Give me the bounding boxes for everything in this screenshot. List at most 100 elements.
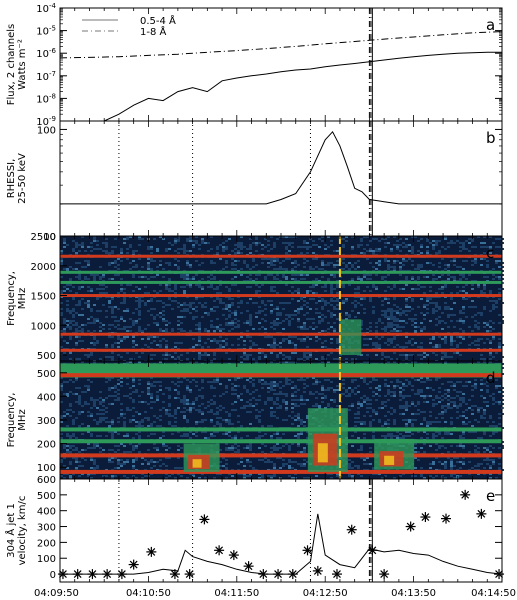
panel-e-series — [60, 513, 503, 575]
x-tick-label: 04:13:50 — [391, 588, 436, 599]
svg-text:25-50 keV: 25-50 keV — [17, 153, 28, 204]
panel-c-freq-line — [60, 270, 502, 274]
panel-letter-e: e — [486, 487, 495, 505]
panel-d-freq-line — [60, 427, 502, 432]
panel-e-tick-label: 200 — [37, 538, 56, 549]
panel-a-series-1-8 — [59, 31, 503, 59]
panel-letter-c: c — [486, 244, 494, 262]
panel-e-marker — [214, 545, 225, 556]
panel-b-tick-label: 10 — [43, 232, 56, 243]
panel-d-tick-label: 400 — [37, 392, 56, 403]
panel-a-tick-label: 10-4 — [36, 2, 56, 15]
svg-text:MHz: MHz — [17, 288, 28, 309]
svg-text:Frequency,: Frequency, — [6, 271, 17, 326]
panel-e-marker — [441, 513, 452, 524]
panel-d-burst-peak — [384, 455, 395, 465]
panel-e-frame — [59, 478, 503, 583]
panel-e-marker — [169, 569, 180, 580]
panel-e-marker — [258, 569, 269, 580]
panel-e-tick-label: 600 — [37, 475, 56, 486]
panel-c-tick-label: 2000 — [31, 262, 56, 273]
panel-letter-d: d — [486, 369, 496, 387]
panel-e-marker — [116, 569, 127, 580]
panel-d-freq-line — [60, 469, 502, 474]
panel-e-marker — [146, 546, 157, 557]
x-tick-label: 04:11:50 — [214, 588, 259, 599]
panel-d-tick-label: 200 — [37, 440, 56, 451]
panel-e-tick-label: 300 — [37, 523, 56, 534]
panel-letter-a: a — [486, 16, 495, 34]
panel-d-freq-line — [60, 453, 502, 458]
panel-c-burst — [339, 319, 362, 356]
panel-e-marker — [72, 569, 83, 580]
svg-text:Watts m⁻²: Watts m⁻² — [17, 39, 28, 90]
panel-e-marker — [184, 569, 195, 580]
panel-c-tick-label: 2500 — [31, 232, 56, 243]
panel-e-marker — [302, 545, 313, 556]
panel-a-tick-label: 10-8 — [36, 92, 56, 105]
panel-d-freq-line — [60, 373, 502, 378]
x-tick-label: 04:12:50 — [303, 588, 348, 599]
panel-e-marker — [273, 569, 284, 580]
panel-d-spectrogram — [60, 361, 504, 479]
panel-b-tick-label: 100 — [37, 125, 56, 136]
panel-e-marker — [420, 512, 431, 523]
panel-e-marker — [128, 559, 139, 570]
panel-e-marker — [199, 514, 210, 525]
svg-text:Flux, 2 channels: Flux, 2 channels — [6, 24, 17, 105]
panel-e-tick-label: 0 — [50, 570, 56, 581]
panel-c-tick-label: 1000 — [31, 321, 56, 332]
legend-label: 1-8 Å — [140, 25, 167, 38]
panel-d-tick-label: 500 — [37, 369, 56, 380]
panel-c-tick-label: 1500 — [31, 292, 56, 303]
panel-e-marker — [346, 524, 357, 535]
panel-b-ylabel: RHESSI, 25-50 keV — [6, 153, 28, 204]
panel-e-marker — [102, 569, 113, 580]
panel-a-tick-label: 10-5 — [36, 25, 56, 38]
panel-a-tick-label: 10-7 — [36, 70, 56, 83]
svg-text:RHESSI,: RHESSI, — [6, 159, 17, 199]
panel-d-burst-peak — [317, 443, 328, 463]
panel-e-marker — [312, 565, 323, 576]
x-tick-label: 04:14:50 — [471, 588, 516, 599]
panel-e-tick-label: 400 — [37, 507, 56, 518]
panel-e-marker — [476, 508, 487, 519]
panel-c-freq-line — [60, 294, 502, 298]
panel-e-marker — [379, 569, 390, 580]
panel-a-series-0-5-4 — [60, 51, 502, 122]
x-tick-label: 04:09:50 — [34, 588, 79, 599]
panel-c-ylabel: Frequency, MHz — [6, 271, 28, 326]
panel-e-marker — [405, 521, 416, 532]
panel-e-marker — [460, 489, 471, 500]
panel-e-tick-label: 500 — [37, 491, 56, 502]
panel-c-freq-line — [60, 348, 502, 352]
panel-d-freq-line — [60, 439, 502, 444]
panel-e-marker — [287, 569, 298, 580]
panel-e-marker — [87, 569, 98, 580]
panel-a-ylabel: Flux, 2 channels Watts m⁻² — [6, 24, 28, 105]
panel-b-frame — [59, 120, 503, 237]
panel-d-tick-label: 300 — [37, 416, 56, 427]
panel-a-frame — [59, 7, 503, 122]
panel-e-marker — [228, 550, 239, 561]
panel-e-marker — [243, 561, 254, 572]
panel-b-series — [60, 130, 502, 205]
legend-label: 0.5-4 Å — [140, 14, 176, 27]
panel-e-marker — [331, 569, 342, 580]
panel-d-ylabel: Frequency, MHz — [6, 393, 28, 448]
panel-c-tick-label: 500 — [37, 351, 56, 362]
panel-letter-b: b — [486, 129, 496, 147]
panel-e-ylabel: 304 Å jet 1 velocity, km/c — [4, 496, 28, 566]
panel-d-tick-label: 100 — [37, 463, 56, 474]
panel-d-burst-peak — [192, 459, 202, 468]
panel-e-marker — [494, 569, 505, 580]
panel-c-freq-line — [60, 254, 502, 258]
panel-c-spectrogram — [60, 236, 504, 362]
panel-c-freq-line — [60, 332, 502, 336]
panel-a-tick-label: 10-6 — [36, 47, 56, 60]
panel-e-marker — [57, 569, 68, 580]
panel-e-tick-label: 100 — [37, 554, 56, 565]
x-tick-label: 04:10:50 — [126, 588, 171, 599]
panel-c-freq-line — [60, 280, 502, 284]
